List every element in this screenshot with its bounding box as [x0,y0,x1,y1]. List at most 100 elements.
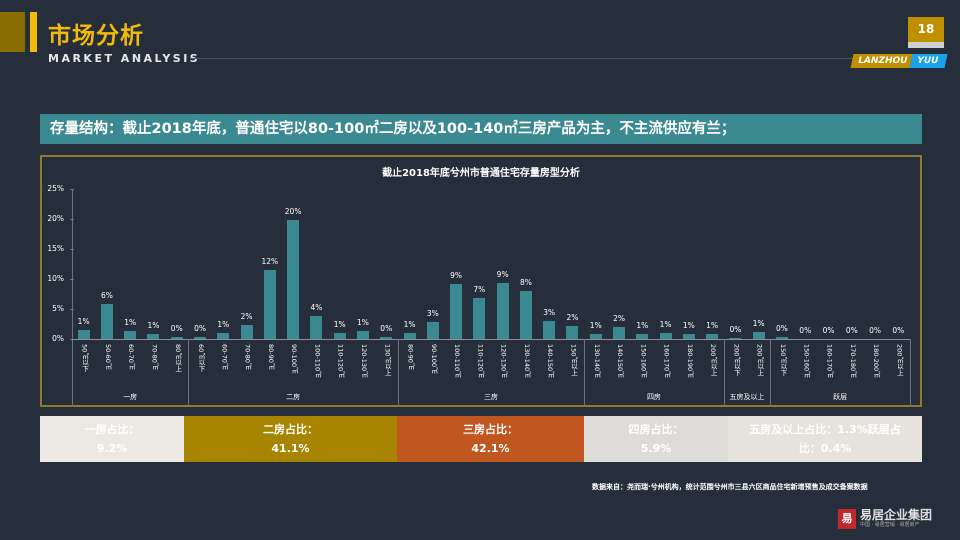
bar [170,337,183,339]
x-axis [72,339,910,340]
x-category-label: 180-190㎡ [685,344,694,378]
bar-value-label: 12% [261,257,279,266]
y-tick-label: 5% [52,304,64,313]
bar-value-label: 0% [776,323,788,333]
summary-value: 5.9% [640,442,672,455]
summary-value: 比：0.4% [798,442,852,455]
x-category-label: 150-160㎡ [802,344,811,378]
summary-value: 9.2% [96,442,128,455]
x-category-label: 150㎡以上 [569,344,578,376]
x-category-label: 130㎡以上 [383,344,392,376]
bar-value-label: 1% [659,320,672,329]
bar-value-label: 6% [100,291,113,301]
x-category-label: 80-90㎡ [266,344,275,370]
bar-value-label: 1% [589,321,602,331]
x-category-label: 200㎡以上 [755,344,764,376]
bar-value-label: 9% [450,270,463,280]
bar [566,325,579,339]
x-group-label: 一房 [123,393,138,401]
bar-value-label: 1% [403,320,416,329]
bar-value-label: 8% [519,278,532,287]
summary-label: 三房占比： [463,423,518,436]
bar-value-label: 1% [636,321,649,331]
group-separator [584,339,586,405]
y-tick-mark [70,219,74,220]
y-tick-label: 15% [47,244,64,253]
x-category-label: 120-130㎡ [499,344,508,378]
summary-label: 四房占比： [628,423,684,436]
bar [543,321,556,339]
x-category-label: 110-120㎡ [336,344,345,378]
bar-value-label: 2% [240,311,253,321]
bar [380,337,393,339]
group-separator [770,339,772,405]
bar-value-label: 1% [333,320,346,329]
x-category-label: 90-100㎡ [290,344,299,374]
x-category-label: 70-80㎡ [243,344,252,370]
bar [589,334,602,339]
page-number-underline [908,42,944,48]
bar [636,334,649,339]
x-category-label: 160-170㎡ [825,344,834,378]
x-group-label: 四房 [646,393,661,401]
x-category-label: 200㎡以下 [732,344,741,376]
bar [682,334,695,339]
bar [706,333,719,339]
x-category-label: 100-110㎡ [453,344,462,378]
bar [426,321,439,339]
chart-title: 截止2018年底兮州市普通住宅存量房型分析 [382,168,580,179]
x-category-label: 140-150㎡ [546,344,555,378]
x-group-label: 二房 [286,393,301,401]
y-tick-label: 10% [47,274,64,283]
bar [403,333,416,339]
y-tick-mark [70,309,74,310]
bar [263,270,276,339]
x-category-label: 150㎡以下 [778,344,787,376]
page-subtitle: MARKET ANALYSIS [48,52,201,65]
bar [473,297,486,339]
bar [194,337,207,339]
bar-value-label: 1% [147,321,160,331]
y-axis [72,189,73,407]
bar [450,283,463,339]
bar [100,304,113,339]
brand-tag-left: LANZHOU [850,54,913,68]
group-separator [910,339,911,405]
group-separator [397,339,399,405]
header-decoration-bar [30,12,37,52]
x-category-label: 60-70㎡ [220,344,229,370]
bar-value-label: 3% [426,308,439,318]
bar-value-label: 0% [170,324,183,334]
summary-value: 41.1% [271,442,310,455]
bar-value-label: 7% [473,284,486,294]
y-tick-mark [70,279,74,280]
x-category-label: 100-110㎡ [313,344,322,378]
logo-mark-icon: 易 [838,508,856,529]
bar-value-label: 0% [892,326,905,335]
y-tick-mark [70,249,74,250]
y-tick-mark [70,189,74,190]
x-category-label: 80-90㎡ [406,344,415,370]
x-category-label: 50㎡以下 [80,344,89,372]
page-number: 18 [908,17,944,42]
data-source-footnote: 数据来自：尧而瑞·兮州机构，统计范围兮州市三县六区商品住宅新增预售及成交备案数据 [592,483,868,491]
bar-value-label: 1% [682,321,695,331]
y-tick-label: 0% [52,334,64,343]
bar [613,327,626,339]
chart-frame: 截止2018年底兮州市普通住宅存量房型分析 0% 5% 10% 15% 20% 25% 1… [40,155,922,407]
x-category-label: 50-60㎡ [103,344,112,370]
x-group-label: 跃层 [833,393,848,401]
logo-tagline: 中国 · 易居营销 · 易居房产 [860,522,920,528]
x-category-label: 200㎡以上 [709,344,718,376]
x-category-label: 90-100㎡ [429,344,438,374]
bar [775,336,788,339]
x-category-label: 200㎡以上 [895,344,904,376]
summary-cell: 一房占比： 9.2% [40,416,184,462]
x-category-label: 70-80㎡ [150,344,159,370]
summary-cell: 三房占比： 42.1% [397,416,584,462]
bar [287,220,300,339]
bar-value-label: 1% [217,320,230,329]
x-category-label: 110-120㎡ [476,344,485,378]
bar-value-label: 0% [729,325,742,335]
